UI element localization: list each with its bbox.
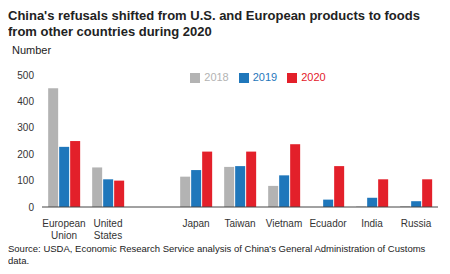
html-text:China's refusals shifted from: China's refusals shifted from U.S. and E… bbox=[8, 8, 420, 39]
html-text:Number: Number bbox=[12, 44, 52, 56]
html-text:2019: 2019 bbox=[252, 71, 278, 83]
svg-text:Russia: Russia bbox=[401, 218, 432, 229]
svg-text:100: 100 bbox=[17, 175, 34, 186]
svg-text:300: 300 bbox=[17, 122, 34, 133]
svg-text:UnitedStates: UnitedStates bbox=[94, 218, 123, 239]
html-text:2018: 2018 bbox=[204, 71, 229, 83]
svg-text:200: 200 bbox=[17, 149, 34, 160]
html-text:2020: 2020 bbox=[301, 71, 326, 83]
svg-text:400: 400 bbox=[17, 96, 34, 107]
svg-text:EuropeanUnion: EuropeanUnion bbox=[42, 218, 85, 239]
svg-text:0: 0 bbox=[28, 202, 34, 213]
svg-text:Japan: Japan bbox=[182, 218, 209, 229]
svg-text:500: 500 bbox=[17, 70, 34, 81]
svg-text:Taiwan: Taiwan bbox=[224, 218, 255, 229]
svg-text:India: India bbox=[361, 218, 383, 229]
svg-text:Ecuador: Ecuador bbox=[309, 218, 347, 229]
html-text:Source: USDA, Economic Researc: Source: USDA, Economic Research Service … bbox=[8, 243, 426, 266]
svg-text:Vietnam: Vietnam bbox=[266, 218, 303, 229]
